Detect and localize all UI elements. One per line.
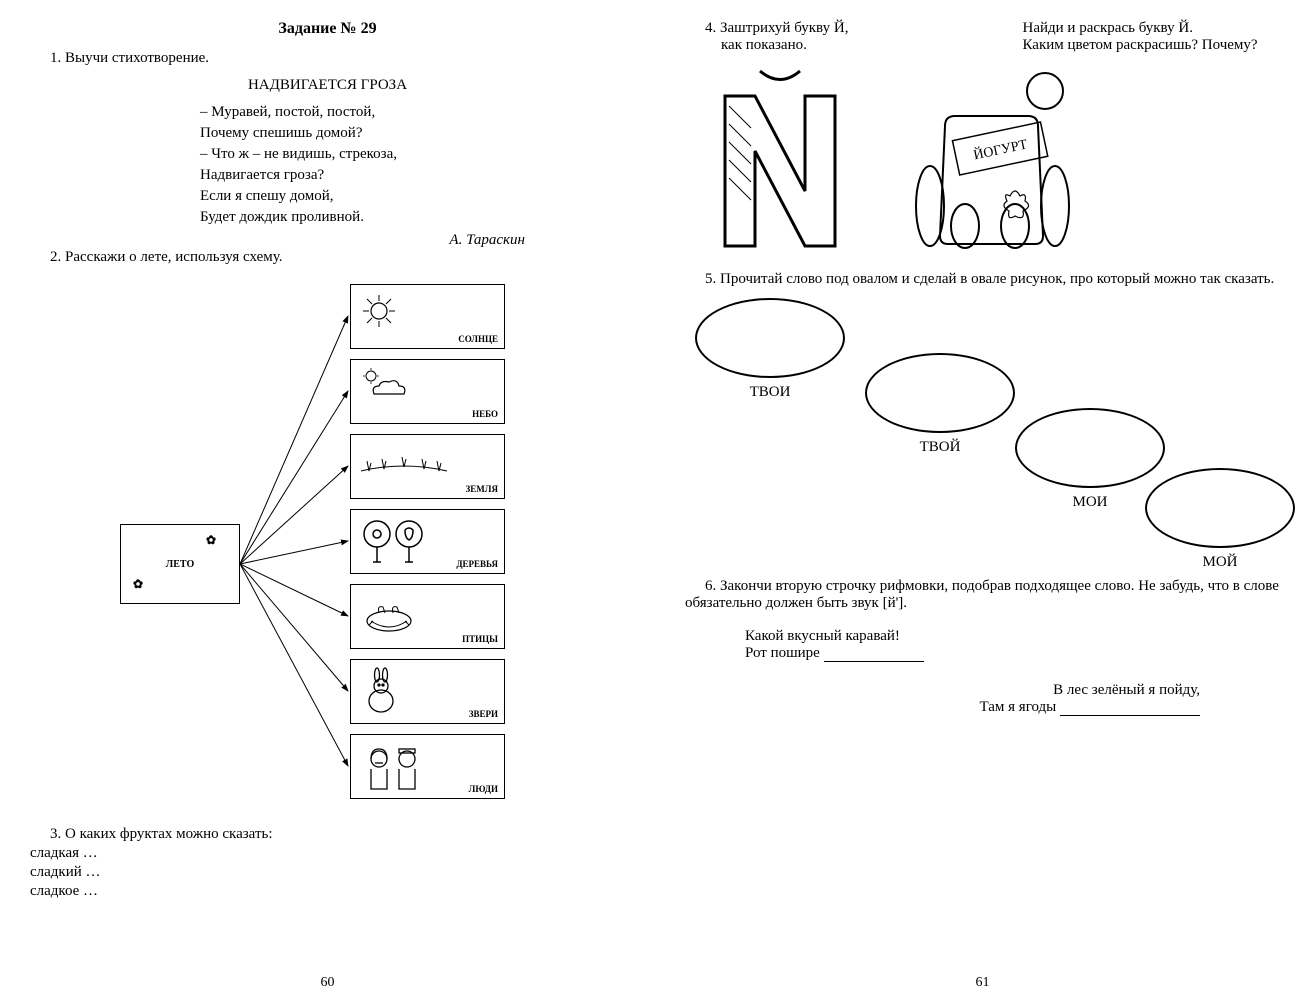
task4a-line1: 4. Заштрихуй букву Й,: [685, 20, 963, 37]
flower-icon: ✿: [133, 577, 143, 592]
poem-line: – Муравей, постой, постой,: [200, 102, 625, 123]
cloud-icon: [359, 366, 409, 413]
yogurt-drawing: ЙОГУРТ: [915, 66, 1095, 251]
diagram-item-box: НЕБО: [350, 359, 505, 424]
oval-label: ТВОЙ: [865, 439, 1015, 456]
oval-item: МОИ: [1015, 408, 1165, 511]
rhyme2: В лес зелёный я пойду, Там я ягоды: [685, 682, 1280, 716]
poem-author: А. Тараскин: [30, 232, 525, 249]
poem-line: – Что ж – не видишь, стрекоза,: [200, 144, 625, 165]
oval-label: МОИ: [1015, 494, 1165, 511]
task3-block: 3. О каких фруктах можно сказать: сладка…: [30, 826, 625, 900]
diagram-item-label: ЛЮДИ: [469, 784, 498, 794]
grass-icon: [359, 441, 449, 488]
task1-text: 1. Выучи стихотворение.: [30, 50, 625, 67]
rhyme2-line1: В лес зелёный я пойду,: [685, 682, 1200, 699]
task5-text: 5. Прочитай слово под овалом и сделай в …: [685, 271, 1280, 288]
diagram-item-box: ЗЕМЛЯ: [350, 434, 505, 499]
oval-item: ТВОЙ: [865, 353, 1015, 456]
oval-shape[interactable]: [695, 298, 845, 378]
rhyme1: Какой вкусный каравай! Рот пошире: [745, 628, 1280, 662]
rhyme1-line2: Рот пошире: [745, 645, 1280, 662]
oval-label: ТВОИ: [695, 384, 845, 401]
task4-row: 4. Заштрихуй букву Й, как показано. Найд…: [685, 20, 1280, 54]
page-left: Задание № 29 1. Выучи стихотворение. НАД…: [0, 0, 655, 999]
diagram-item-label: НЕБО: [472, 409, 498, 419]
people-icon: [359, 741, 429, 800]
rabbit-icon: [359, 666, 404, 723]
oval-label: МОЙ: [1145, 554, 1295, 571]
task-number-title: Задание № 29: [30, 20, 625, 38]
task4b-line1: Найди и раскрась букву Й.: [1003, 20, 1281, 37]
task6-text: 6. Закончи вторую строчку рифмовки, подо…: [685, 578, 1280, 612]
page-right: 4. Заштрихуй букву Й, как показано. Найд…: [655, 0, 1310, 999]
diagram-item-box: ДЕРЕВЬЯ: [350, 509, 505, 574]
poem-line: Почему спешишь домой?: [200, 123, 625, 144]
diagram-item-box: ЗВЕРИ: [350, 659, 505, 724]
poem-title: НАДВИГАЕТСЯ ГРОЗА: [30, 77, 625, 94]
page-number-right: 61: [976, 975, 990, 991]
oval-shape[interactable]: [1015, 408, 1165, 488]
page-number-left: 60: [321, 975, 335, 991]
fruit-line: сладкое …: [30, 883, 625, 900]
big-letter-i-kratkoe: [705, 66, 855, 251]
diagram-item-label: СОЛНЦЕ: [458, 334, 498, 344]
poem-line: Если я спешу домой,: [200, 186, 625, 207]
task4b-line2: Каким цветом раскрасишь? Почему?: [1003, 37, 1281, 54]
diagram-item-label: ЗВЕРИ: [469, 709, 498, 719]
rhyme2-line2: Там я ягоды: [685, 699, 1200, 716]
poem-line: Будет дождик проливной.: [200, 207, 625, 228]
fruit-line: сладкий …: [30, 864, 625, 881]
rhyme1-line1: Какой вкусный каравай!: [745, 628, 1280, 645]
task4-col-a: 4. Заштрихуй букву Й, как показано.: [685, 20, 963, 54]
task2-text: 2. Расскажи о лете, используя схему.: [30, 249, 625, 266]
oval-shape[interactable]: [1145, 468, 1295, 548]
diagram-item-label: ЗЕМЛЯ: [466, 484, 498, 494]
summer-diagram: ЛЕТО ✿ ✿ СОЛНЦЕ НЕБО ЗЕМЛЯ ДЕРЕВЬЯ ПТИЦЫ ЗВЕР…: [30, 274, 625, 814]
letter-illustrations: ЙОГУРТ: [705, 66, 1280, 251]
fill-blank[interactable]: [1060, 702, 1200, 716]
center-box: ЛЕТО ✿ ✿: [120, 524, 240, 604]
task4-col-b: Найди и раскрась букву Й. Каким цветом р…: [1003, 20, 1281, 54]
poem-body: – Муравей, постой, постой, Почему спешиш…: [200, 102, 625, 228]
fill-blank[interactable]: [824, 648, 924, 662]
center-box-label: ЛЕТО: [166, 559, 194, 570]
diagram-item-label: ДЕРЕВЬЯ: [456, 559, 498, 569]
diagram-item-box: ПТИЦЫ: [350, 584, 505, 649]
flower-icon: ✿: [206, 533, 216, 548]
diagram-item-label: ПТИЦЫ: [462, 634, 498, 644]
nest-icon: [359, 591, 419, 643]
fruit-line: сладкая …: [30, 845, 625, 862]
oval-shape[interactable]: [865, 353, 1015, 433]
ovals-area: ТВОИТВОЙМОИМОЙ: [685, 298, 1280, 578]
poem-line: Надвигается гроза?: [200, 165, 625, 186]
diagram-arrows: [240, 274, 350, 814]
diagram-item-box: ЛЮДИ: [350, 734, 505, 799]
yogurt-label: ЙОГУРТ: [972, 135, 1030, 163]
task3-text: 3. О каких фруктах можно сказать:: [30, 826, 625, 843]
oval-item: ТВОИ: [695, 298, 845, 401]
trees-icon: [359, 516, 429, 573]
oval-item: МОЙ: [1145, 468, 1295, 571]
diagram-item-box: СОЛНЦЕ: [350, 284, 505, 349]
sun-icon: [359, 291, 399, 338]
task4a-line2: как показано.: [685, 37, 963, 54]
